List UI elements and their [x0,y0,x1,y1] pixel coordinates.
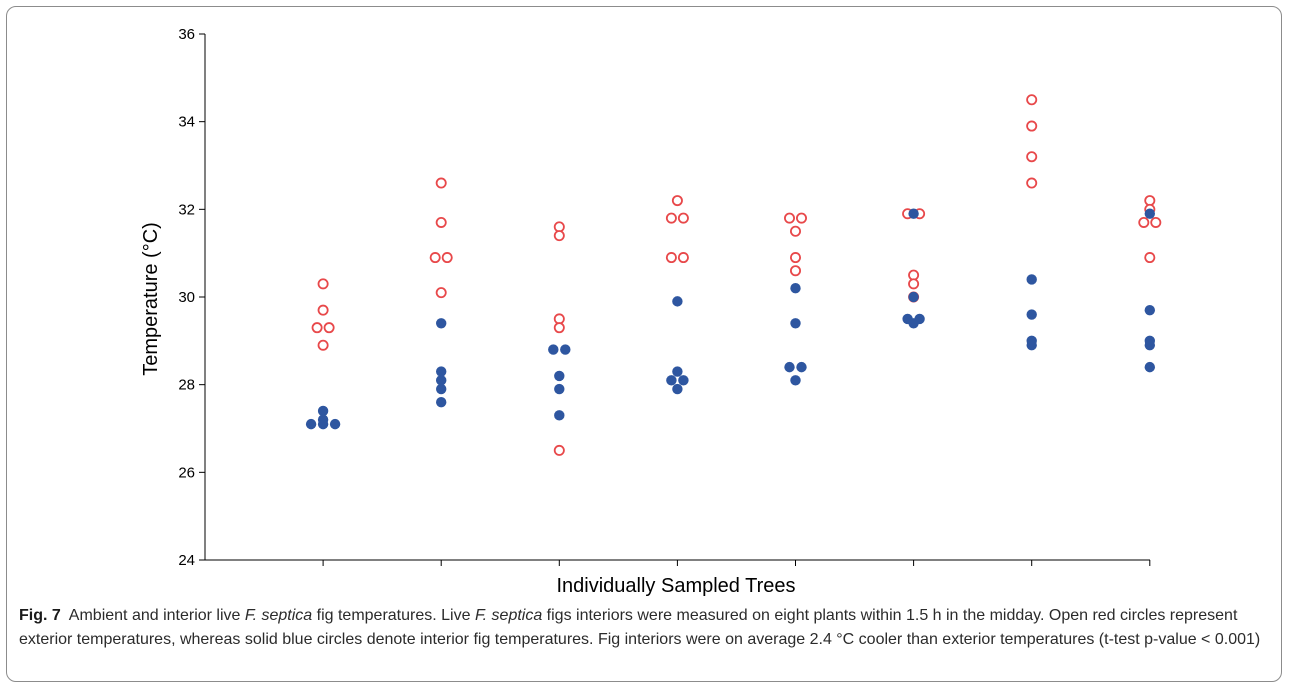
exterior-temp-point [790,252,802,264]
y-tick-label: 34 [178,114,195,131]
exterior-temp-point [908,278,920,290]
exterior-temp-point [665,252,677,264]
interior-temp-point [672,383,683,395]
exterior-temp-point [323,322,335,334]
exterior-temp-point [1144,252,1156,264]
x-ticks [322,560,1151,566]
interior-temp-point [790,318,801,329]
exterior-temp-point [553,322,565,334]
exterior-temp-point [908,269,920,281]
interior-temp-point [784,361,795,373]
exterior-temp-point [317,339,329,351]
exterior-temp-point [317,278,329,290]
interior-temp-point [317,405,329,417]
y-axis-title: Temperature (°C) [140,222,162,376]
figure-caption: Fig. 7 Ambient and interior live F. sept… [19,604,1269,652]
exterior-temp-point [784,212,796,224]
y-tick-label: 28 [178,377,195,394]
exterior-temp-point [553,444,565,456]
interior-temp-point [548,344,559,355]
interior-temp-point [1026,309,1037,320]
figure-frame [6,6,1282,682]
interior-temp-point [1144,361,1156,373]
interior-temp-point [666,375,677,386]
caption-label: Fig. 7 [19,607,61,624]
exterior-temp-point [553,313,565,325]
exterior-temp-point [677,252,689,264]
interior-temp-point [908,208,919,219]
interior-temp-point [436,397,447,408]
interior-temp-point [678,375,689,386]
y-tick-label: 30 [178,289,195,306]
interior-temp-point [790,375,801,386]
caption-species-1: F. septica [244,607,313,624]
interior-temp-point [1026,340,1037,351]
caption-text-2: fig temperatures. Live [312,607,475,624]
exterior-temp-point [1026,120,1038,132]
exterior-temp-point [441,252,453,264]
interior-temp-point [436,375,447,386]
exterior-temp-point [665,212,677,224]
interior-temp-point [329,418,341,430]
exterior-temp-point [1150,216,1162,228]
exterior-temp-point [317,304,329,316]
y-tick-label: 26 [178,464,195,481]
exterior-temp-point [1026,94,1038,106]
exterior-temp-point [1026,151,1038,163]
exterior-temp-point [1144,195,1156,207]
exterior-temp-point [311,322,323,334]
interior-temp-point [317,418,329,430]
x-axis-title: Individually Sampled Trees [556,575,795,597]
interior-temp-point [672,366,683,377]
interior-temp-point [1144,304,1156,316]
exterior-temp-point [677,212,689,224]
interior-temp-point [796,361,807,373]
exterior-temp-point [796,212,808,224]
exterior-temp-point [553,221,565,233]
y-tick-label: 32 [178,201,195,218]
y-ticks: 24 26 28 30 32 34 36 [178,26,205,569]
exterior-temp-point [435,216,447,228]
exterior-temp-point [671,195,683,207]
interior-temp-point [908,318,919,329]
interior-temp-point [554,383,565,395]
exterior-temp-point [429,252,441,264]
exterior-temp-point [1026,177,1038,189]
exterior-temp-point [435,177,447,189]
interior-temp-point [554,410,565,421]
interior-temp-point [790,283,801,294]
exterior-temp-point [435,287,447,299]
interior-temp-point [560,344,571,355]
caption-species-2: F. septica [474,607,543,624]
y-tick-label: 36 [178,26,195,43]
exterior-temp-point [790,225,802,237]
caption-text-3: figs interiors were measured on eight pl… [19,607,1261,648]
scatter-chart: 24 26 28 30 32 34 36 Temperature (°C) Individu… [140,26,1162,597]
interior-temp-point [1144,208,1156,219]
interior-temp-point [305,418,317,430]
interior-temp-point [554,370,565,382]
interior-temp-point [436,383,447,395]
y-tick-label: 24 [178,552,195,569]
interior-temp-point [908,291,919,303]
exterior-temp-point [790,265,802,277]
caption-text-1: Ambient and interior live [68,607,245,624]
exterior-temp-point [553,230,565,242]
exterior-temp-point [1138,216,1150,228]
interior-temp-point [1144,340,1156,351]
interior-temp-point [672,296,683,307]
interior-temp-point [436,318,447,329]
interior-temp-point [1026,274,1037,285]
data-points [305,94,1162,456]
interior-temp-point [436,366,447,377]
